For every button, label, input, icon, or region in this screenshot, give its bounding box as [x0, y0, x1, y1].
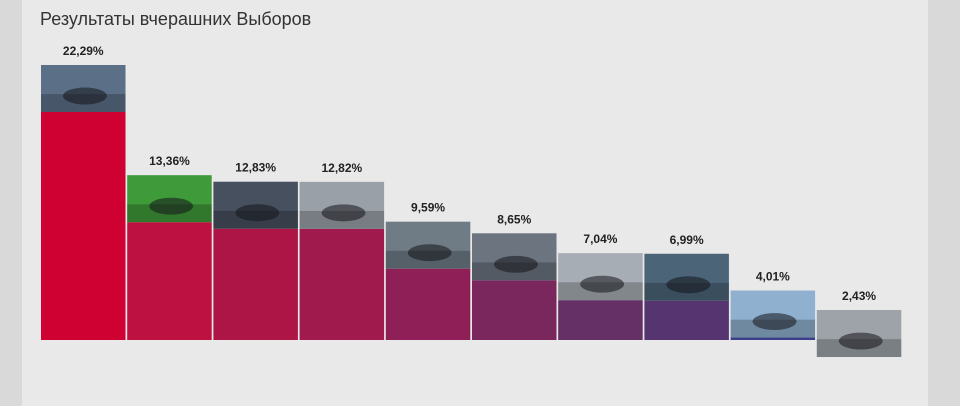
value-label-4: 12,82%: [321, 161, 362, 175]
value-label-5: 9,59%: [411, 201, 445, 215]
bar-8: [644, 300, 729, 340]
car-icon-7: [580, 275, 625, 293]
car-icon-10: [838, 332, 883, 350]
bar-1: [41, 112, 126, 340]
bar-4: [299, 228, 385, 340]
car-icon-3: [235, 204, 280, 222]
value-label-3: 12,83%: [235, 161, 276, 175]
value-label-10: 2,43%: [842, 289, 876, 303]
bar-6: [472, 280, 557, 340]
car-icon-9: [752, 313, 797, 331]
bar-5: [385, 268, 471, 340]
car-icon-1: [62, 87, 107, 105]
bar-9: [730, 337, 816, 340]
car-icon-6: [493, 255, 538, 273]
value-label-9: 4,01%: [756, 270, 790, 284]
chart-title: Результаты вчерашних Выборов: [40, 9, 312, 29]
value-label-2: 13,36%: [149, 154, 190, 168]
car-icon-2: [149, 197, 194, 215]
bar-7: [558, 300, 643, 340]
car-icon-8: [666, 276, 711, 294]
bar-3: [213, 228, 298, 340]
bar-2: [127, 222, 212, 340]
car-icon-4: [321, 204, 366, 222]
car-icon-5: [407, 244, 452, 262]
value-label-6: 8,65%: [497, 212, 531, 226]
value-label-7: 7,04%: [583, 232, 617, 246]
value-label-1: 22,29%: [63, 44, 104, 58]
value-label-8: 6,99%: [670, 233, 704, 247]
